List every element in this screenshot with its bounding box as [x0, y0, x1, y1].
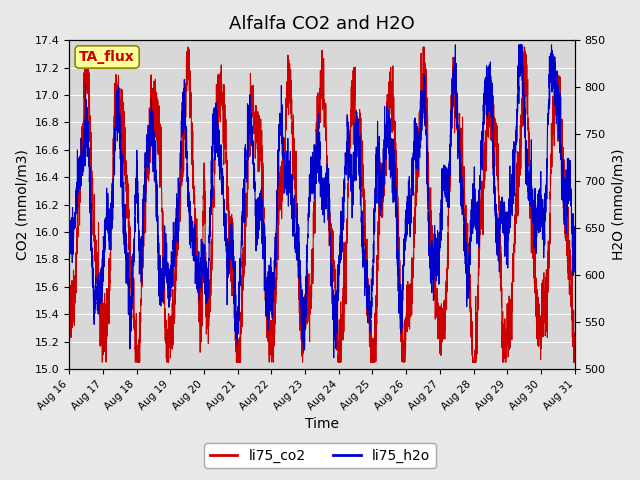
X-axis label: Time: Time [305, 418, 339, 432]
Text: TA_flux: TA_flux [79, 50, 135, 64]
Y-axis label: CO2 (mmol/m3): CO2 (mmol/m3) [15, 149, 29, 260]
Y-axis label: H2O (mmol/m3): H2O (mmol/m3) [611, 149, 625, 260]
Title: Alfalfa CO2 and H2O: Alfalfa CO2 and H2O [229, 15, 415, 33]
Legend: li75_co2, li75_h2o: li75_co2, li75_h2o [204, 443, 436, 468]
